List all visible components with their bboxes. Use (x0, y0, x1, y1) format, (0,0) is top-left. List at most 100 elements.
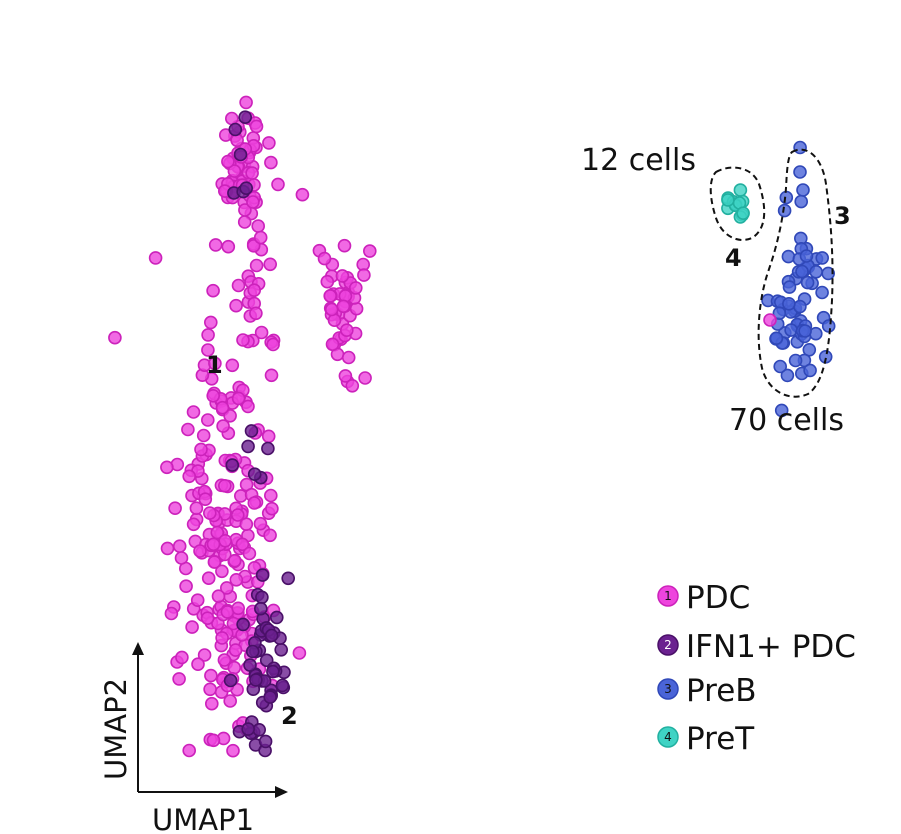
point-pdc (182, 469, 196, 484)
point-pdc (266, 337, 280, 352)
point-ifn1-pdc (252, 722, 267, 737)
point-pdc (247, 283, 261, 298)
point-preb (793, 140, 807, 155)
point-pdc (201, 571, 216, 586)
point-pdc (253, 516, 268, 531)
point-pdc (348, 281, 363, 295)
point-pdc (206, 537, 221, 552)
point-pdc (231, 391, 246, 406)
point-pdc (197, 648, 212, 662)
point-pdc (236, 333, 250, 347)
point-pdc (254, 325, 269, 340)
point-pdc (238, 203, 252, 217)
point-ifn1-pdc (228, 122, 243, 137)
point-pdc (148, 251, 163, 265)
point-pdc (218, 533, 232, 548)
point-ifn1-pdc (269, 610, 284, 625)
point-pdc (160, 541, 175, 556)
point-ifn1-pdc (255, 590, 269, 605)
point-ifn1-pdc (253, 601, 268, 616)
point-ifn1-pdc (238, 110, 252, 124)
preb-count-label: 70 cells (729, 403, 844, 438)
pret-count-label: 12 cells (581, 143, 696, 178)
point-pdc (203, 506, 217, 520)
point-pdc (215, 631, 229, 645)
point-pdc (251, 219, 266, 233)
point-preb (780, 368, 795, 383)
point-pdc (216, 419, 230, 433)
point-preb (779, 190, 794, 205)
point-pdc (264, 155, 278, 170)
point-pdc (763, 313, 777, 327)
point-pdc (339, 323, 354, 338)
point-preb (782, 280, 797, 294)
point-pdc (292, 646, 307, 660)
point-pdc (263, 257, 278, 272)
point-pdc (229, 298, 243, 313)
point-preb (777, 203, 792, 218)
point-pdc (338, 369, 353, 383)
point-pdc (194, 442, 208, 457)
y-axis-arrowhead (132, 642, 144, 655)
point-ifn1-pdc (255, 568, 270, 582)
point-pdc (335, 269, 350, 283)
point-pdc (336, 299, 351, 314)
cluster-1-label: 1 (206, 351, 223, 379)
point-pdc (229, 572, 244, 587)
point-pdc (211, 589, 226, 604)
point-preb (796, 183, 810, 197)
point-pdc (223, 408, 237, 423)
point-ifn1-pdc (263, 690, 278, 704)
point-pdc (186, 405, 201, 419)
point-pdc (247, 496, 262, 510)
point-preb (799, 249, 814, 263)
point-pdc (237, 215, 252, 229)
points-layer (108, 95, 836, 758)
point-pdc (206, 283, 220, 298)
legend-marker-pret (657, 726, 679, 748)
legend-marker-pdc (657, 585, 679, 607)
point-pdc (271, 177, 285, 192)
point-pdc (189, 501, 204, 516)
point-pdc (245, 166, 259, 180)
point-ifn1-pdc (258, 734, 273, 749)
legend-item-ifn1-pdc: 2 IFN1+ PDC (657, 629, 856, 665)
point-pdc (263, 488, 278, 503)
point-pdc (221, 239, 236, 254)
legend-marker-preb-number: 3 (664, 682, 672, 696)
legend-marker-pret-number: 4 (664, 730, 672, 744)
point-pdc (181, 422, 195, 437)
point-ifn1-pdc (264, 628, 279, 643)
point-pdc (239, 95, 253, 110)
point-pdc (200, 611, 215, 626)
point-pdc (231, 508, 245, 522)
point-ifn1-pdc (236, 617, 250, 632)
point-pdc (246, 195, 260, 209)
point-pdc (261, 429, 276, 444)
point-pdc (231, 278, 246, 293)
point-preb (788, 353, 803, 368)
point-pdc (218, 478, 232, 493)
point-pdc (168, 501, 182, 516)
point-pret (736, 206, 750, 220)
point-ifn1-pdc (247, 467, 262, 482)
point-pdc (341, 350, 356, 365)
point-pdc (249, 306, 263, 321)
point-pdc (208, 356, 222, 371)
point-pdc (262, 136, 276, 150)
point-pdc (201, 343, 215, 357)
point-pdc (323, 289, 338, 303)
point-pdc (191, 657, 205, 672)
point-pdc (215, 400, 230, 415)
point-preb (803, 363, 817, 378)
point-pdc (345, 378, 360, 393)
point-pdc (172, 672, 186, 686)
x-axis-arrowhead (275, 786, 288, 798)
point-pdc (264, 368, 279, 383)
point-pdc (239, 517, 254, 532)
point-pdc (185, 620, 199, 634)
point-pdc (225, 358, 240, 373)
point-pdc (235, 537, 250, 552)
point-preb (821, 319, 836, 333)
